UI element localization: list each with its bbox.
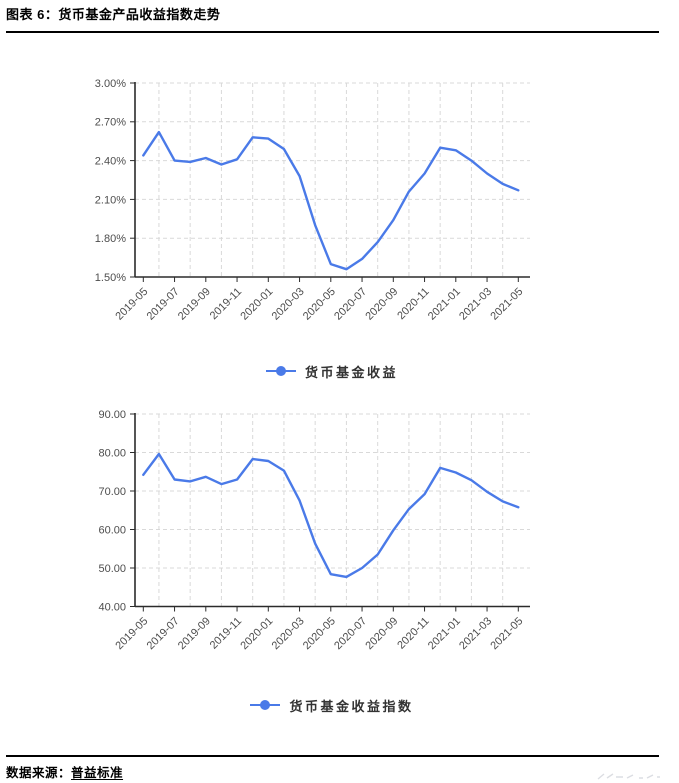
svg-text:90.00: 90.00 bbox=[98, 409, 126, 421]
svg-text:2020-11: 2020-11 bbox=[395, 615, 431, 651]
svg-text:2020-11: 2020-11 bbox=[395, 286, 431, 322]
svg-text:2019-07: 2019-07 bbox=[145, 286, 182, 323]
top-divider bbox=[6, 31, 659, 33]
svg-text:2.10%: 2.10% bbox=[95, 194, 126, 206]
svg-text:2020-05: 2020-05 bbox=[301, 286, 338, 323]
svg-text:2021-05: 2021-05 bbox=[488, 615, 525, 652]
data-source-label: 数据来源： bbox=[6, 766, 72, 780]
svg-text:2021-03: 2021-03 bbox=[457, 286, 494, 323]
legend-yield-index: 货币基金收益指数 bbox=[0, 698, 664, 714]
svg-text:2021-01: 2021-01 bbox=[426, 286, 463, 323]
svg-text:2019-09: 2019-09 bbox=[176, 286, 213, 323]
svg-text:2020-01: 2020-01 bbox=[238, 615, 275, 652]
figure-title: 图表 6：货币基金产品收益指数走势 bbox=[6, 7, 221, 22]
svg-text:40.00: 40.00 bbox=[98, 601, 126, 613]
svg-text:2020-07: 2020-07 bbox=[332, 615, 369, 652]
svg-text:2020-05: 2020-05 bbox=[301, 615, 338, 652]
y-axis-labels: 90.00 80.00 70.00 60.00 50.00 40.00 bbox=[98, 409, 126, 613]
svg-text:70.00: 70.00 bbox=[98, 486, 126, 498]
money-fund-yield-index-chart: 90.0080.0070.0060.0050.0040.002019-05201… bbox=[98, 409, 530, 652]
svg-text:2020-09: 2020-09 bbox=[363, 615, 400, 652]
data-source-line: 数据来源：普益标准 bbox=[6, 762, 123, 781]
series-line bbox=[142, 452, 520, 579]
svg-text:2019-11: 2019-11 bbox=[208, 615, 244, 651]
legend-line-marker-icon bbox=[250, 700, 281, 710]
svg-text:2.70%: 2.70% bbox=[95, 117, 126, 129]
svg-text:2019-07: 2019-07 bbox=[145, 615, 182, 652]
svg-text:2020-03: 2020-03 bbox=[270, 615, 307, 652]
x-axis-labels: 2019-052019-072019-092019-112020-012020-… bbox=[113, 615, 525, 652]
x-axis-labels: 2019-052019-072019-092019-112020-012020-… bbox=[113, 286, 525, 323]
svg-text:2021-01: 2021-01 bbox=[426, 615, 463, 652]
svg-text:60.00: 60.00 bbox=[98, 524, 126, 536]
svg-text:80.00: 80.00 bbox=[98, 447, 126, 459]
series-line bbox=[142, 130, 520, 271]
bottom-divider bbox=[6, 755, 659, 757]
svg-text:2021-05: 2021-05 bbox=[488, 286, 525, 323]
svg-text:2021-03: 2021-03 bbox=[457, 615, 494, 652]
grid-lines bbox=[135, 413, 530, 607]
data-source-name[interactable]: 普益标准 bbox=[71, 766, 124, 780]
svg-text:2020-09: 2020-09 bbox=[363, 286, 400, 323]
svg-text:2019-05: 2019-05 bbox=[113, 286, 150, 323]
svg-text:2019-05: 2019-05 bbox=[113, 615, 150, 652]
svg-text:2019-11: 2019-11 bbox=[208, 286, 244, 322]
grid-lines bbox=[135, 82, 530, 277]
axes bbox=[130, 413, 530, 612]
svg-text:1.80%: 1.80% bbox=[95, 233, 126, 245]
legend-yield-index-label: 货币基金收益指数 bbox=[289, 698, 414, 714]
svg-text:50.00: 50.00 bbox=[98, 563, 126, 575]
svg-text:3.00%: 3.00% bbox=[95, 78, 126, 90]
axes bbox=[130, 82, 530, 282]
money-fund-yield-chart: 3.00%2.70%2.40%2.10%1.80%1.50%2019-05201… bbox=[95, 78, 530, 323]
svg-text:2020-07: 2020-07 bbox=[332, 286, 369, 323]
legend-line-marker-icon bbox=[265, 366, 296, 376]
svg-text:1.50%: 1.50% bbox=[95, 272, 126, 284]
svg-text:2020-03: 2020-03 bbox=[270, 286, 307, 323]
legend-yield-label: 货币基金收益 bbox=[304, 364, 398, 380]
svg-text:2019-09: 2019-09 bbox=[176, 615, 213, 652]
y-axis-labels: 3.00% 2.70% 2.40% 2.10% 1.80% 1.50% bbox=[95, 78, 126, 284]
legend-yield: 货币基金收益 bbox=[0, 364, 664, 380]
svg-text:2.40%: 2.40% bbox=[95, 155, 126, 167]
watermark-fragment bbox=[597, 773, 660, 780]
svg-text:2020-01: 2020-01 bbox=[238, 286, 275, 323]
